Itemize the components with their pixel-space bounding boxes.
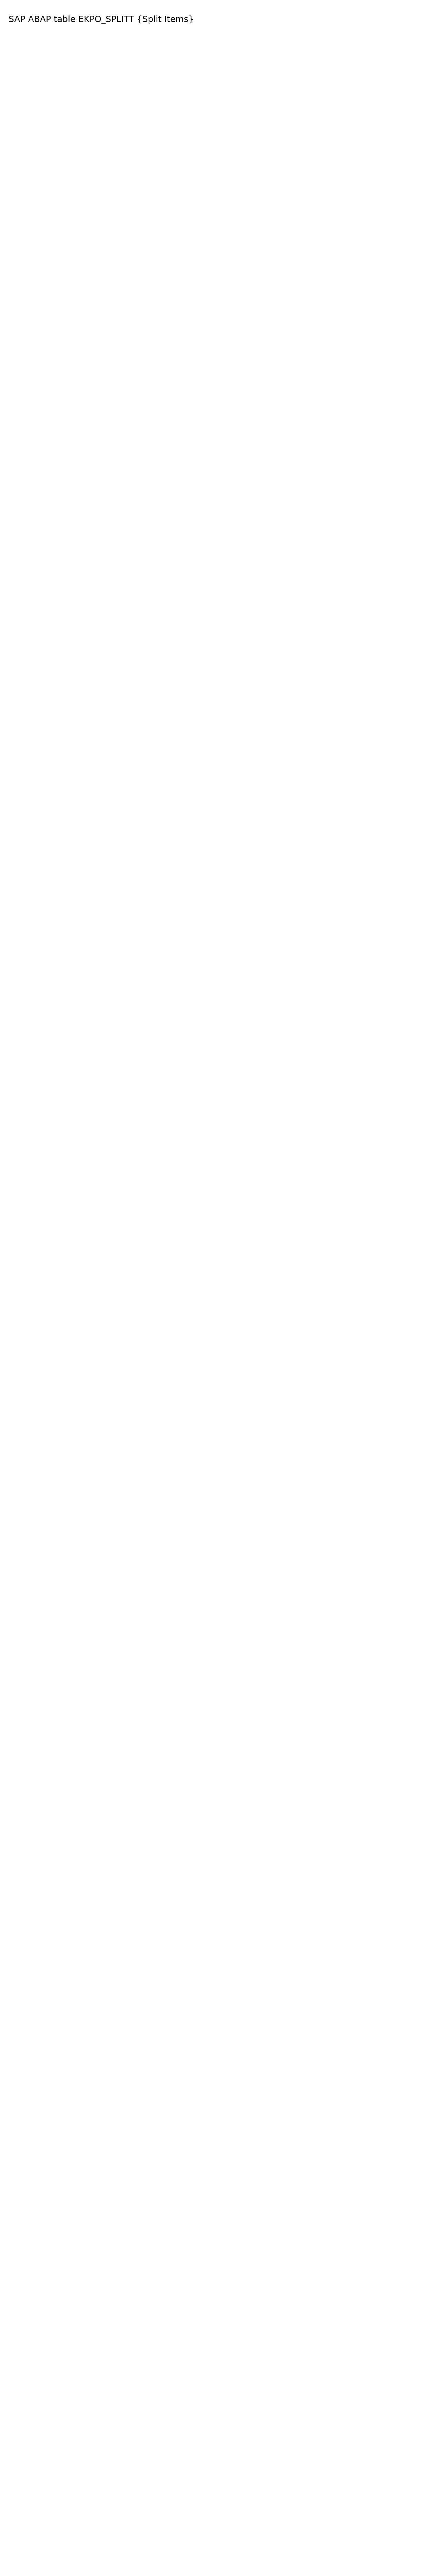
- Text: SAP ABAP table EKPO_SPLITT {Split Items}: SAP ABAP table EKPO_SPLITT {Split Items}: [8, 15, 194, 23]
